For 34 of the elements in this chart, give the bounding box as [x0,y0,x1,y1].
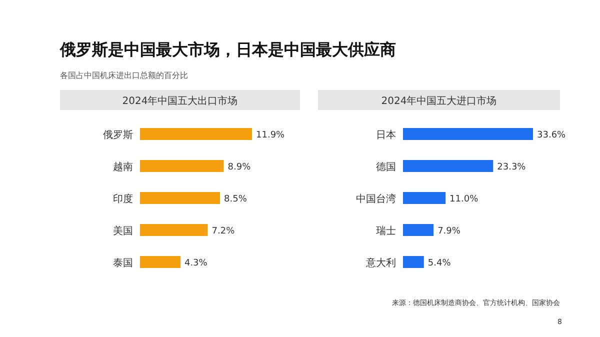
y-tick-label: 中国台湾 [356,193,396,205]
bar [403,224,434,236]
data-label: 8.5% [224,194,248,204]
text: 俄罗斯是中国最大市场，日本是中国最大供应商 [59,40,396,59]
y-tick-label: 意大利 [365,257,396,269]
bar [140,256,180,268]
y-tick-label: 俄罗斯 [103,129,133,141]
y-tick-label: 德国 [376,162,396,173]
data-label: 11.0% [450,194,479,204]
bar [403,192,446,204]
data-label: 7.2% [212,226,236,236]
chart-title: 2024年中国五大出口市场 [122,95,238,107]
y-tick-label: 泰国 [113,258,133,269]
y-tick-label: 印度 [113,193,133,205]
bar [140,224,208,236]
data-label: 4.3% [184,258,208,268]
bar [403,128,533,140]
y-tick-label: 美国 [113,225,133,237]
text: 各国占中国机床进出口总额的百分比 [60,71,188,80]
data-label: 33.6% [537,130,566,140]
y-tick-label: 瑞士 [376,225,396,237]
bar [140,192,220,204]
data-label: 11.9% [256,130,286,140]
data-label: 7.9% [438,226,461,236]
data-label: 23.3% [497,162,526,172]
chart-title: 2024年中国五大进口市场 [381,95,497,107]
y-tick-label: 越南 [113,161,133,173]
bar [403,160,494,172]
bar [140,160,224,172]
data-label: 8.9% [228,162,252,172]
bar [403,256,424,268]
bar [140,128,252,140]
y-tick-label: 日本 [376,129,396,141]
data-label: 5.4% [428,258,452,268]
